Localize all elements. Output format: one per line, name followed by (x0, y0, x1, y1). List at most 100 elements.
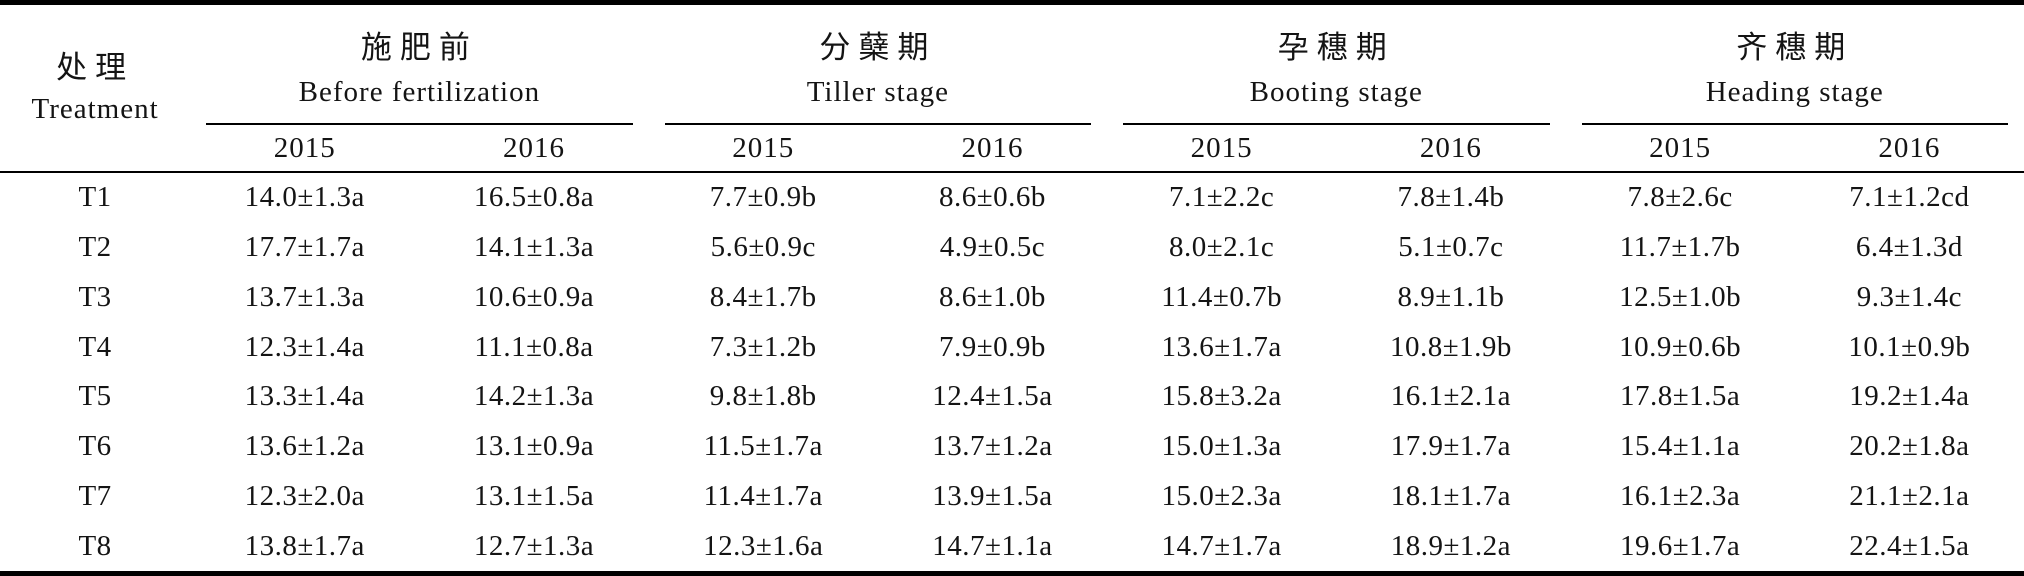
value-cell: 7.9±0.9b (938, 330, 1046, 363)
year-header: 2016 (1336, 125, 1566, 173)
treatment-header-zh: 处理 (56, 50, 135, 85)
value-cell: 13.3±1.4a (244, 380, 365, 413)
value-cell: 17.8±1.5a (1619, 380, 1741, 413)
value-cell: 10.6±0.9a (473, 280, 595, 313)
treatment-cell: T7 (78, 479, 112, 512)
value-cell: 12.4±1.5a (932, 380, 1053, 413)
treatment-header-en: Treatment (31, 93, 159, 125)
value-cell: 19.6±1.7a (1619, 529, 1741, 562)
value-cell: 13.1±0.9a (473, 430, 595, 463)
year-subheader-row: 2015 2016 2015 2016 2015 2016 2015 2016 (0, 125, 2024, 173)
value-cell: 6.4±1.3d (1855, 231, 1963, 264)
value-cell: 13.8±1.7a (244, 529, 365, 562)
value-cell: 13.9±1.5a (932, 479, 1053, 512)
year-header: 2015 (1107, 125, 1337, 173)
year-header: 2015 (648, 125, 878, 173)
table-row: T8 13.8±1.7a 12.7±1.3a 12.3±1.6a 14.7±1.… (0, 521, 2024, 573)
value-cell: 22.4±1.5a (1849, 529, 1970, 562)
value-cell: 17.9±1.7a (1390, 430, 1512, 463)
value-cell: 10.9±0.6b (1619, 330, 1742, 363)
value-cell: 7.8±1.4b (1397, 181, 1505, 214)
value-cell: 8.6±1.0b (938, 280, 1046, 313)
year-header: 2016 (419, 125, 649, 173)
value-cell: 20.2±1.8a (1849, 430, 1970, 463)
table-row: T7 12.3±2.0a 13.1±1.5a 11.4±1.7a 13.9±1.… (0, 471, 2024, 521)
year-header: 2015 (1565, 125, 1795, 173)
value-cell: 16.1±2.3a (1619, 479, 1741, 512)
value-cell: 11.5±1.7a (703, 430, 823, 463)
value-cell: 13.6±1.2a (244, 430, 365, 463)
value-cell: 9.3±1.4c (1856, 280, 1963, 313)
group-header-heading-stage: 齐穗期 Heading stage (1566, 3, 2024, 125)
table-row: T1 14.0±1.3a 16.5±0.8a 7.7±0.9b 8.6±0.6b… (0, 172, 2024, 223)
value-cell: 8.9±1.1b (1397, 280, 1505, 313)
group-zh-label: 孕穗期 (1277, 30, 1395, 65)
value-cell: 19.2±1.4a (1849, 380, 1970, 413)
group-en-label: Before fertilization (298, 76, 541, 108)
table-row: T3 13.7±1.3a 10.6±0.9a 8.4±1.7b 8.6±1.0b… (0, 272, 2024, 322)
value-cell: 11.4±1.7a (703, 479, 823, 512)
value-cell: 7.3±1.2b (709, 330, 817, 363)
value-cell: 8.0±2.1c (1169, 231, 1275, 264)
value-cell: 14.0±1.3a (244, 181, 365, 214)
group-zh-label: 施肥前 (360, 30, 478, 65)
value-cell: 13.1±1.5a (473, 479, 595, 512)
value-cell: 12.7±1.3a (473, 529, 595, 562)
group-en-label: Booting stage (1249, 76, 1423, 108)
value-cell: 14.7±1.7a (1161, 529, 1282, 562)
value-cell: 13.7±1.3a (244, 280, 365, 313)
value-cell: 8.6±0.6b (938, 181, 1046, 214)
value-cell: 4.9±0.5c (939, 231, 1046, 264)
value-cell: 15.0±1.3a (1161, 430, 1282, 463)
table-row: T2 17.7±1.7a 14.1±1.3a 5.6±0.9c 4.9±0.5c… (0, 223, 2024, 273)
treatment-cell: T6 (78, 430, 112, 463)
table-row: T6 13.6±1.2a 13.1±0.9a 11.5±1.7a 13.7±1.… (0, 422, 2024, 472)
value-cell: 10.1±0.9b (1848, 330, 1971, 363)
group-zh-label: 分蘖期 (819, 30, 937, 65)
group-en-label: Heading stage (1705, 76, 1884, 108)
year-header: 2016 (1794, 125, 2024, 173)
year-header: 2016 (877, 125, 1108, 173)
treatment-cell: T2 (78, 231, 112, 264)
value-cell: 17.7±1.7a (244, 231, 365, 264)
value-cell: 12.3±1.4a (244, 330, 365, 363)
value-cell: 14.2±1.3a (473, 380, 595, 413)
table-body: T1 14.0±1.3a 16.5±0.8a 7.7±0.9b 8.6±0.6b… (0, 172, 2024, 574)
group-en-label: Tiller stage (806, 76, 949, 108)
group-zh-label: 齐穗期 (1736, 30, 1854, 65)
treatment-cell: T5 (78, 380, 112, 413)
group-header-tiller-stage: 分蘖期 Tiller stage (649, 3, 1107, 125)
value-cell: 18.9±1.2a (1390, 529, 1512, 562)
value-cell: 7.1±1.2cd (1849, 181, 1970, 214)
value-cell: 14.1±1.3a (473, 231, 595, 264)
value-cell: 7.1±2.2c (1169, 181, 1275, 214)
value-cell: 14.7±1.1a (932, 529, 1053, 562)
value-cell: 9.8±1.8b (709, 380, 817, 413)
value-cell: 12.3±2.0a (244, 479, 365, 512)
value-cell: 5.1±0.7c (1398, 231, 1504, 264)
treatment-cell: T1 (78, 181, 112, 214)
value-cell: 13.7±1.2a (932, 430, 1053, 463)
treatment-cell: T8 (78, 529, 112, 562)
value-cell: 11.1±0.8a (474, 330, 594, 363)
table-row: T4 12.3±1.4a 11.1±0.8a 7.3±1.2b 7.9±0.9b… (0, 322, 2024, 372)
value-cell: 21.1±2.1a (1849, 479, 1970, 512)
group-header-before-fertilization: 施肥前 Before fertilization (190, 3, 648, 125)
value-cell: 12.5±1.0b (1619, 280, 1742, 313)
treatment-cell: T4 (78, 330, 112, 363)
table-header: 处理 Treatment 施肥前 Before fertilization 分蘖… (0, 2, 2024, 173)
treatment-cell: T3 (78, 280, 112, 313)
value-cell: 15.0±2.3a (1161, 479, 1282, 512)
value-cell: 16.5±0.8a (473, 181, 595, 214)
treatment-column-header: 处理 Treatment (0, 2, 191, 173)
value-cell: 12.3±1.6a (703, 529, 824, 562)
value-cell: 11.4±0.7b (1161, 280, 1283, 313)
value-cell: 7.8±2.6c (1627, 181, 1733, 214)
value-cell: 5.6±0.9c (710, 231, 816, 264)
year-header: 2015 (190, 125, 420, 173)
value-cell: 13.6±1.7a (1161, 330, 1282, 363)
value-cell: 10.8±1.9b (1389, 330, 1512, 363)
table-row: T5 13.3±1.4a 14.2±1.3a 9.8±1.8b 12.4±1.5… (0, 372, 2024, 422)
